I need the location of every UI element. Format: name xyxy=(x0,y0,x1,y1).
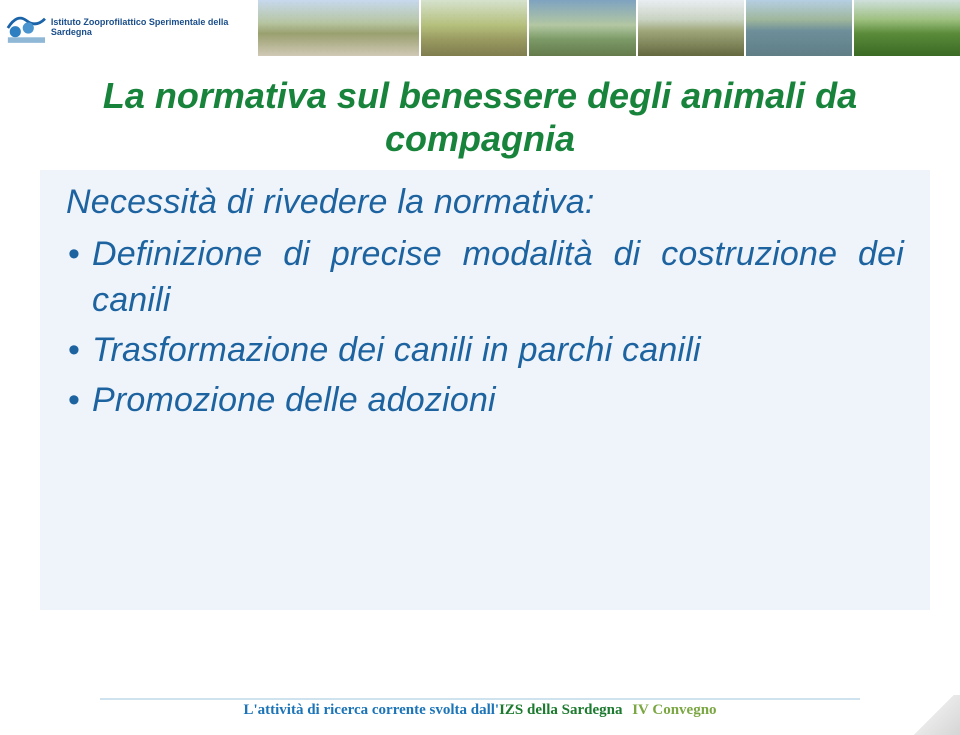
footer-conv: IV Convegno xyxy=(632,702,716,718)
header-photo-strip: Istituto Zooprofilattico Sperimentale de… xyxy=(0,0,960,56)
header-photo-cattle xyxy=(636,0,744,56)
institute-name: Istituto Zooprofilattico Sperimentale de… xyxy=(51,18,256,38)
slide-title: La normativa sul benessere degli animali… xyxy=(70,74,890,160)
header-photo-cows xyxy=(419,0,527,56)
bullet-item: Trasformazione dei canili in parchi cani… xyxy=(66,328,904,374)
footer: L'attività di ricerca corrente svolta da… xyxy=(0,698,960,719)
bullet-item: Definizione di precise modalità di costr… xyxy=(66,232,904,324)
footer-activity: L'attività di ricerca corrente svolta da… xyxy=(243,702,499,718)
header-photo-pond xyxy=(744,0,852,56)
header-photo-crop xyxy=(852,0,960,56)
footer-line: L'attività di ricerca corrente svolta da… xyxy=(0,702,960,719)
institute-logo-icon xyxy=(6,8,47,48)
content-box: Necessità di rivedere la normativa: Defi… xyxy=(40,170,930,610)
slide-body: La normativa sul benessere degli animali… xyxy=(0,56,960,610)
intro-text: Necessità di rivedere la normativa: xyxy=(66,180,904,226)
header-photo-hut xyxy=(527,0,635,56)
footer-rule xyxy=(100,698,860,700)
logo-block: Istituto Zooprofilattico Sperimentale de… xyxy=(0,0,256,56)
header-photo-sheep xyxy=(256,0,419,56)
page-corner-fold-icon xyxy=(908,695,960,735)
bullet-list: Definizione di precise modalità di costr… xyxy=(66,232,904,424)
bullet-item: Promozione delle adozioni xyxy=(66,378,904,424)
footer-org: IZS della Sardegna xyxy=(499,702,622,718)
